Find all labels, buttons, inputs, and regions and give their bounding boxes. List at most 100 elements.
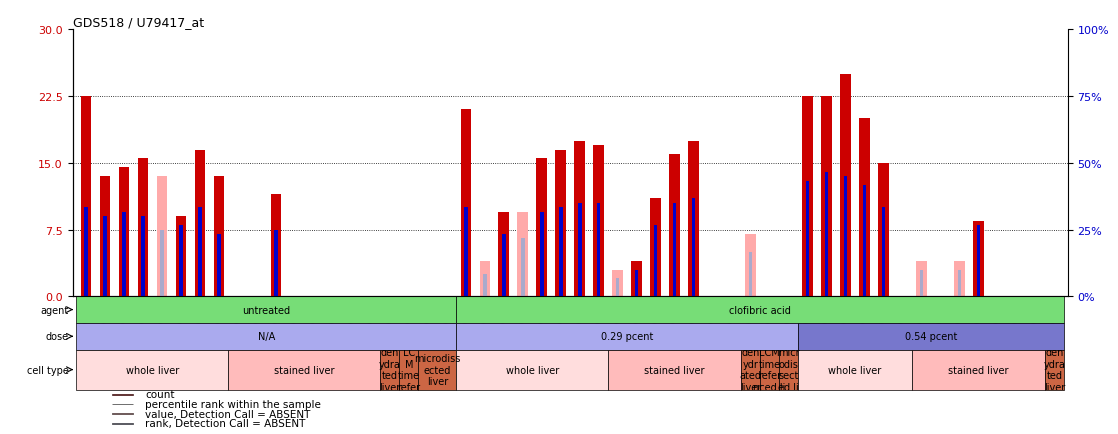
Bar bbox=[217, 234, 220, 296]
Bar bbox=[537, 159, 547, 296]
Bar bbox=[461, 110, 471, 296]
Text: N/A: N/A bbox=[258, 332, 275, 342]
Bar bbox=[860, 119, 870, 296]
Bar bbox=[483, 274, 486, 296]
Bar bbox=[399, 350, 418, 390]
Bar bbox=[825, 172, 828, 296]
Bar bbox=[274, 230, 277, 296]
Bar bbox=[499, 212, 509, 296]
Bar bbox=[597, 204, 600, 296]
Bar bbox=[608, 350, 741, 390]
Bar bbox=[198, 208, 201, 296]
Bar bbox=[76, 323, 456, 350]
Bar bbox=[635, 270, 638, 296]
Text: untreated: untreated bbox=[243, 305, 291, 315]
Bar bbox=[271, 194, 281, 296]
Bar bbox=[418, 350, 456, 390]
Text: LCM
time
refer
nced li: LCM time refer nced li bbox=[754, 348, 786, 392]
Text: agent: agent bbox=[40, 305, 69, 315]
Text: 0.54 pcent: 0.54 pcent bbox=[904, 332, 957, 342]
Bar bbox=[113, 394, 133, 395]
Bar bbox=[689, 141, 699, 296]
Bar bbox=[138, 159, 149, 296]
Bar bbox=[670, 155, 680, 296]
Bar bbox=[195, 150, 205, 296]
Text: deh
ydr
ated
liver: deh ydr ated liver bbox=[740, 348, 761, 392]
Bar bbox=[863, 186, 866, 296]
Bar bbox=[80, 97, 92, 296]
Bar bbox=[974, 221, 984, 296]
Bar bbox=[122, 212, 125, 296]
Bar bbox=[141, 217, 144, 296]
Bar bbox=[841, 75, 851, 296]
Bar bbox=[760, 350, 779, 390]
Bar bbox=[228, 350, 380, 390]
Bar bbox=[798, 350, 912, 390]
Bar bbox=[920, 270, 923, 296]
Bar bbox=[692, 199, 695, 296]
Bar bbox=[521, 239, 524, 296]
Bar bbox=[176, 217, 186, 296]
Bar bbox=[76, 296, 456, 323]
Bar bbox=[746, 234, 756, 296]
Bar bbox=[556, 150, 566, 296]
Text: cell type: cell type bbox=[27, 365, 69, 375]
Text: dose: dose bbox=[46, 332, 69, 342]
Text: 0.29 pcent: 0.29 pcent bbox=[601, 332, 653, 342]
Bar bbox=[651, 199, 661, 296]
Bar bbox=[879, 164, 889, 296]
Bar bbox=[456, 350, 608, 390]
Bar bbox=[917, 261, 927, 296]
Text: LC
M
time
refer: LC M time refer bbox=[397, 348, 420, 392]
Bar bbox=[103, 217, 107, 296]
Bar bbox=[456, 296, 1064, 323]
Text: whole liver: whole liver bbox=[126, 365, 179, 375]
Text: rank, Detection Call = ABSENT: rank, Detection Call = ABSENT bbox=[145, 418, 305, 428]
Bar bbox=[651, 256, 661, 296]
Bar bbox=[464, 208, 467, 296]
Text: whole liver: whole liver bbox=[505, 365, 559, 375]
Text: microdiss
ected
liver: microdiss ected liver bbox=[414, 353, 461, 386]
Bar bbox=[654, 226, 657, 296]
Bar bbox=[632, 261, 642, 296]
Bar bbox=[119, 168, 130, 296]
Bar bbox=[741, 350, 760, 390]
Bar bbox=[540, 212, 543, 296]
Bar bbox=[955, 261, 965, 296]
Bar bbox=[113, 413, 133, 414]
Bar bbox=[380, 350, 399, 390]
Bar bbox=[654, 266, 657, 296]
Text: deh
ydra
ted
liver: deh ydra ted liver bbox=[379, 348, 400, 392]
Bar bbox=[803, 97, 813, 296]
Bar bbox=[912, 350, 1045, 390]
Bar bbox=[822, 97, 832, 296]
Bar bbox=[84, 208, 88, 296]
Text: whole liver: whole liver bbox=[828, 365, 882, 375]
Bar bbox=[613, 270, 623, 296]
Bar bbox=[779, 350, 798, 390]
Text: value, Detection Call = ABSENT: value, Detection Call = ABSENT bbox=[145, 409, 311, 419]
Bar bbox=[179, 226, 182, 296]
Bar bbox=[673, 204, 676, 296]
Bar bbox=[456, 323, 798, 350]
Text: micr
odis
sect
ed li: micr odis sect ed li bbox=[778, 348, 799, 392]
Bar bbox=[749, 252, 752, 296]
Bar bbox=[882, 208, 885, 296]
Bar bbox=[160, 230, 163, 296]
Text: stained liver: stained liver bbox=[274, 365, 334, 375]
Bar bbox=[214, 177, 224, 296]
Bar bbox=[806, 181, 809, 296]
Text: stained liver: stained liver bbox=[644, 365, 704, 375]
Bar bbox=[100, 177, 111, 296]
Bar bbox=[1045, 350, 1064, 390]
Text: GDS518 / U79417_at: GDS518 / U79417_at bbox=[73, 16, 203, 29]
Bar bbox=[559, 208, 562, 296]
Bar bbox=[480, 261, 490, 296]
Text: clofibric acid: clofibric acid bbox=[729, 305, 792, 315]
Bar bbox=[844, 177, 847, 296]
Bar bbox=[958, 270, 961, 296]
Text: percentile rank within the sample: percentile rank within the sample bbox=[145, 399, 321, 409]
Bar bbox=[575, 141, 585, 296]
Text: count: count bbox=[145, 390, 174, 400]
Bar bbox=[594, 146, 604, 296]
